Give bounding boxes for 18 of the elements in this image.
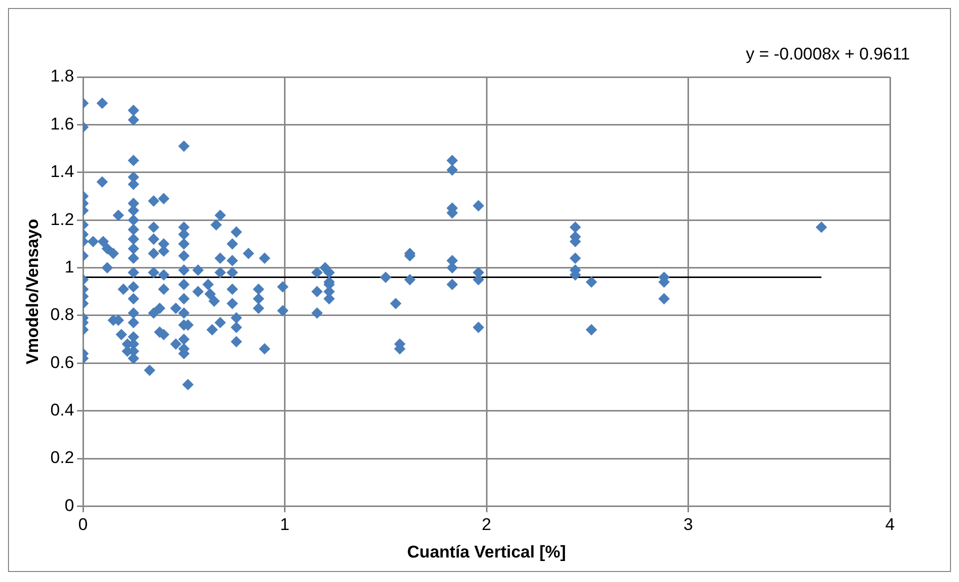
y-tick-label: 1.2	[50, 210, 74, 229]
y-tick-label: 1	[64, 257, 74, 276]
y-tick-label: 1.6	[50, 114, 74, 134]
x-tick-label: 3	[684, 515, 693, 534]
y-tick-label: 0.4	[50, 400, 74, 420]
x-tick-label: 2	[482, 515, 492, 534]
x-tick-label: 0	[78, 515, 88, 534]
y-tick-label: 1.8	[50, 66, 74, 86]
x-tick-label: 4	[885, 515, 895, 534]
y-tick-label: 0.6	[50, 352, 74, 372]
y-axis-title: Vmodelo/Vensayo	[22, 218, 42, 364]
x-tick-label: 1	[280, 515, 290, 534]
text: y = -0.0008x + 0.9611	[746, 44, 910, 64]
y-tick-label: 0.8	[50, 305, 74, 324]
y-tick-label: 0	[64, 496, 74, 515]
y-tick-label: 0.2	[50, 448, 74, 468]
x-axis-title: Cuantía Vertical [%]	[407, 542, 566, 562]
y-tick-label: 1.4	[50, 162, 74, 182]
